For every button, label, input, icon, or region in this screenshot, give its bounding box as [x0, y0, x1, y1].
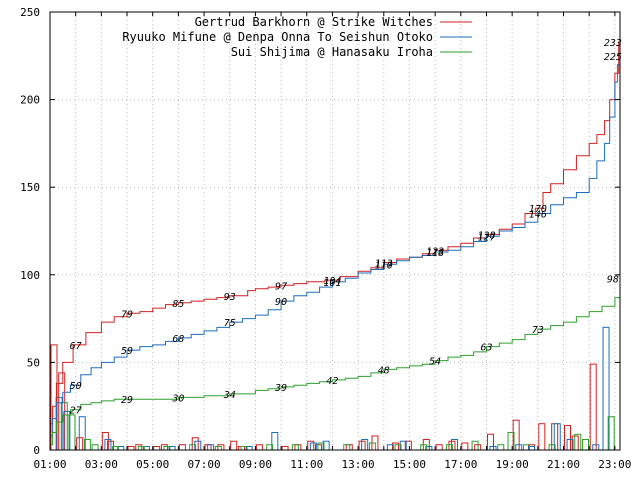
y-tick-label: 150	[20, 181, 40, 194]
data-label: 170	[529, 204, 547, 215]
x-tick-label: 21:00	[547, 458, 580, 471]
data-label: 54	[429, 357, 441, 368]
x-tick-label: 11:00	[290, 458, 323, 471]
data-label: 104	[323, 276, 341, 287]
axis-ticks: 01:00 03:00 05:00 07:00 09:00 11:00 13:00 15:00…	[20, 6, 631, 471]
data-labels: 67 79 85 93 97 104 113 123 138 170 233 50 59 68 75 90 10…	[70, 38, 622, 417]
grid	[49, 12, 620, 450]
data-label: 50	[70, 381, 82, 392]
data-label: 30	[171, 393, 184, 404]
data-label: 79	[121, 309, 133, 320]
data-label: 225	[604, 52, 622, 63]
data-label: 93	[224, 292, 236, 303]
y-tick-label: 250	[20, 6, 40, 19]
legend-label: Gertrud Barkhorn @ Strike Witches	[195, 15, 433, 29]
data-label: 146	[529, 209, 547, 220]
data-label: 123	[426, 246, 444, 257]
data-label: 101	[323, 278, 341, 289]
data-label: 98	[607, 274, 619, 285]
y-tick-label: 50	[27, 356, 40, 369]
data-label: 233	[604, 38, 622, 49]
data-label: 29	[121, 395, 133, 406]
x-tick-label: 15:00	[393, 458, 426, 471]
series-line	[50, 278, 621, 446]
data-label: 113	[375, 259, 393, 270]
y-tick-label: 200	[20, 94, 40, 107]
data-label: 118	[426, 248, 444, 259]
data-label: 138	[477, 231, 495, 242]
series-lines	[50, 41, 621, 446]
data-label: 48	[378, 365, 390, 376]
x-tick-label: 13:00	[342, 458, 375, 471]
data-label: 42	[326, 376, 338, 387]
data-label: 34	[223, 390, 236, 401]
legend-label: Ryuuko Mifune @ Denpa Onna To Seishun Ot…	[122, 30, 433, 44]
x-tick-label: 09:00	[239, 458, 272, 471]
x-tick-label: 01:00	[33, 458, 66, 471]
y-tick-label: 100	[20, 269, 40, 282]
data-label: 67	[70, 341, 82, 352]
data-label: 73	[532, 325, 544, 336]
data-label: 110	[375, 260, 393, 271]
data-label: 75	[224, 318, 236, 329]
x-tick-label: 03:00	[85, 458, 118, 471]
x-tick-label: 23:00	[598, 458, 631, 471]
x-tick-label: 07:00	[187, 458, 220, 471]
series-line	[50, 55, 621, 437]
data-label: 39	[274, 383, 287, 394]
data-label: 59	[121, 346, 133, 357]
data-label: 63	[480, 343, 492, 354]
data-label: 68	[172, 334, 184, 345]
y-tick-label: 0	[33, 444, 40, 457]
data-label: 127	[477, 232, 495, 243]
data-label: 97	[275, 281, 287, 292]
data-label: 27	[70, 406, 82, 417]
legend-label: Sui Shijima @ Hanasaku Iroha	[231, 45, 433, 59]
plot-frame	[49, 11, 621, 451]
x-tick-label: 05:00	[136, 458, 169, 471]
x-tick-label: 19:00	[496, 458, 529, 471]
data-label: 90	[275, 297, 287, 308]
x-tick-label: 17:00	[444, 458, 477, 471]
legend: Gertrud Barkhorn @ Strike WitchesRyuuko …	[122, 15, 472, 59]
data-label: 85	[172, 299, 184, 310]
